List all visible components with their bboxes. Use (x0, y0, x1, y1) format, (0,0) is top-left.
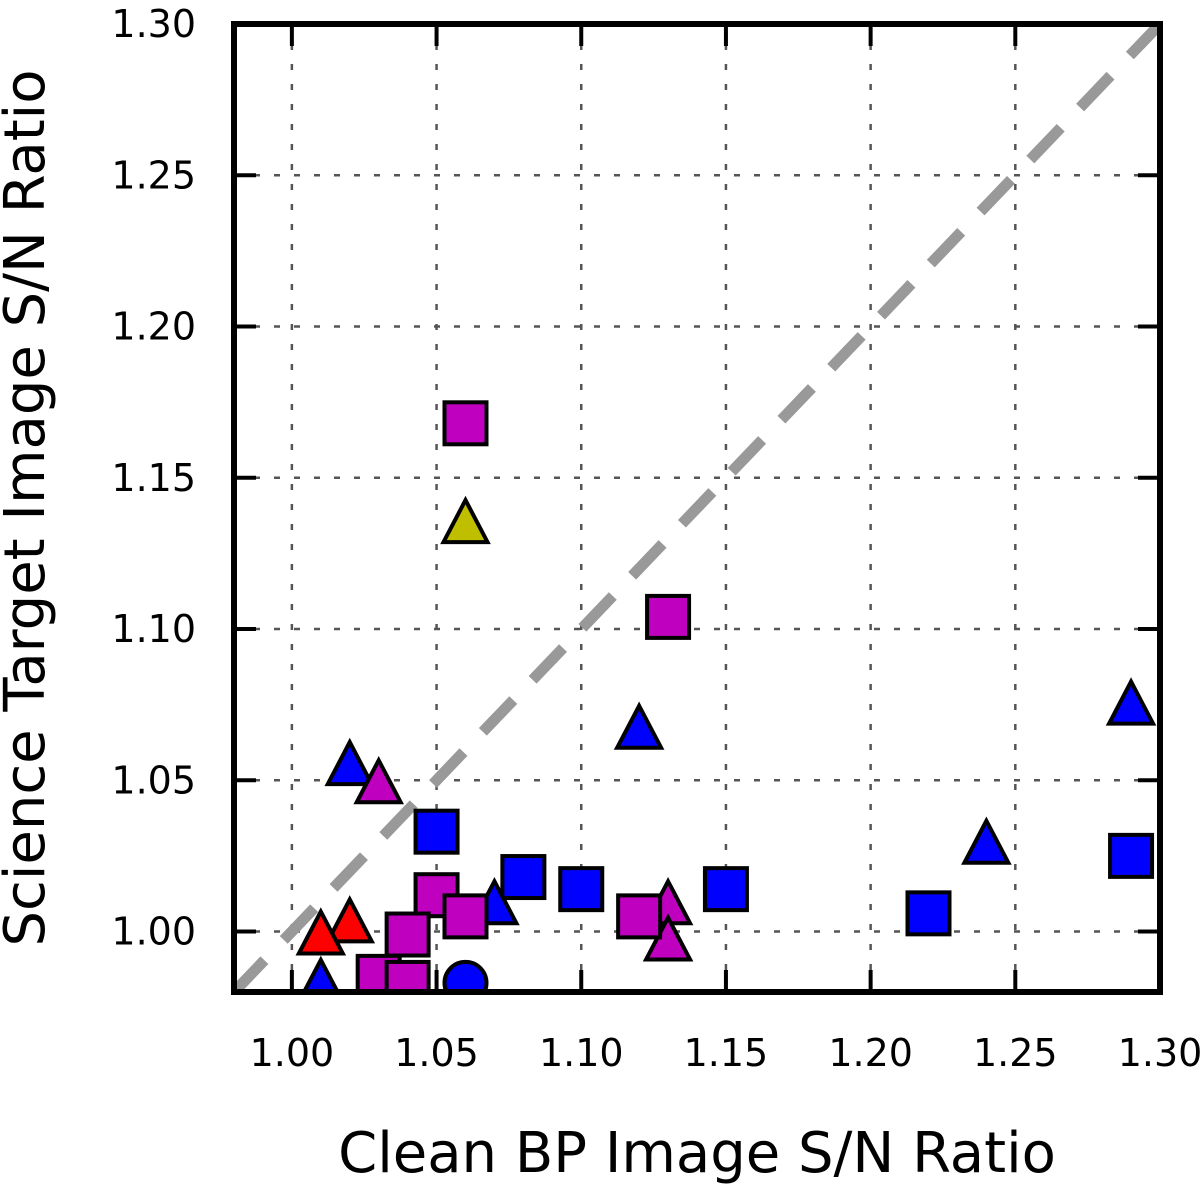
data-point-square (413, 808, 460, 855)
data-point-circle (442, 959, 489, 992)
data-point-square (384, 911, 431, 958)
x-tick-label: 1.20 (828, 1031, 913, 1075)
x-tick-labels: 1.00 1.05 1.10 1.15 1.20 1.25 1.30 (250, 1031, 1200, 1075)
data-points (295, 400, 1157, 992)
y-tick-label: 1.30 (111, 2, 196, 46)
x-tick-label: 1.10 (539, 1031, 624, 1075)
data-point-triangle (301, 955, 340, 992)
data-point-triangle (1105, 677, 1157, 726)
x-tick-label: 1.30 (1118, 1031, 1200, 1075)
y-tick-label: 1.10 (111, 607, 196, 651)
data-point-square (500, 854, 547, 901)
x-tick-label: 1.05 (394, 1031, 479, 1075)
data-point-square (442, 400, 489, 447)
y-tick-label: 1.00 (111, 910, 196, 954)
data-point-square (442, 893, 489, 940)
y-axis-label: Science Target Image S/N Ratio (0, 70, 58, 947)
data-point-triangle (353, 755, 404, 805)
y-tick-label: 1.20 (111, 305, 196, 349)
data-point-square (645, 593, 692, 640)
data-point-triangle (295, 907, 347, 956)
x-tick-label: 1.15 (684, 1031, 769, 1075)
y-tick-label: 1.15 (111, 456, 196, 500)
data-point-square (558, 866, 605, 913)
data-point-triangle (324, 895, 376, 944)
x-axis-label: Clean BP Image S/N Ratio (338, 1121, 1056, 1186)
data-point-square (384, 959, 431, 992)
y-tick-label: 1.05 (111, 758, 196, 802)
data-point-square (702, 866, 749, 913)
data-point-triangle (961, 816, 1012, 865)
data-point-square (616, 893, 663, 940)
y-tick-labels: 1.00 1.05 1.10 1.15 1.20 1.25 1.30 (111, 2, 196, 954)
plot-frame (231, 21, 1163, 995)
data-point-square (1108, 832, 1155, 879)
data-point-triangle (613, 701, 665, 750)
data-point-square (905, 890, 952, 937)
data-point-triangle (440, 495, 491, 545)
x-tick-label: 1.25 (973, 1031, 1058, 1075)
data-point-triangle (324, 737, 376, 787)
y-tick-label: 1.25 (111, 153, 196, 197)
plot-area (234, 24, 1160, 992)
reference-line (234, 24, 1160, 992)
x-tick-label: 1.00 (250, 1031, 335, 1075)
